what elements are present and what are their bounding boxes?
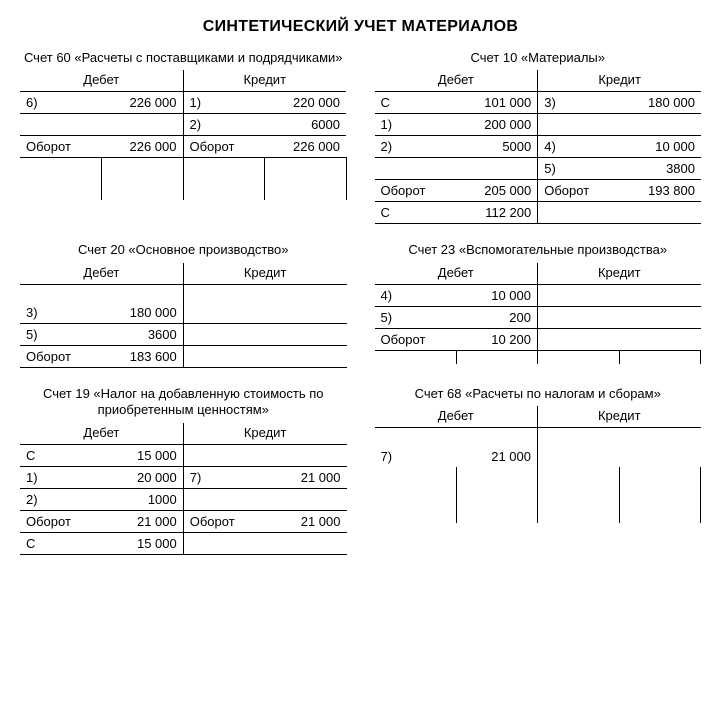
account-20-title: Счет 20 «Основное производство» — [20, 242, 347, 258]
table-row-turnover: Оборот 226 000 Оборот 226 000 — [20, 136, 346, 158]
table-row — [20, 284, 347, 302]
table-row-closing: С 15 000 — [20, 532, 347, 554]
table-row: 3) 180 000 — [20, 302, 347, 324]
debit-header: Дебет — [375, 70, 538, 92]
account-10-table: Дебет Кредит С 101 000 3) 180 000 1) 200… — [375, 70, 702, 224]
table-row-turnover: Оборот 205 000 Оборот 193 800 — [375, 180, 702, 202]
credit-header: Кредит — [538, 70, 701, 92]
table-row: 2) 6000 — [20, 114, 346, 136]
table-row: 1) 200 000 — [375, 114, 702, 136]
debit-header: Дебет — [20, 263, 183, 285]
table-row: С 15 000 — [20, 444, 347, 466]
account-60-title: Счет 60 «Расчеты с поставщиками и подряд… — [20, 50, 347, 66]
account-10-title: Счет 10 «Материалы» — [375, 50, 702, 66]
table-row: 1) 20 000 7) 21 000 — [20, 466, 347, 488]
account-10: Счет 10 «Материалы» Дебет Кредит С 101 0… — [375, 50, 702, 224]
credit-header: Кредит — [538, 406, 701, 428]
debit-header: Дебет — [20, 423, 183, 445]
account-20: Счет 20 «Основное производство» Дебет Кр… — [20, 242, 347, 368]
account-23: Счет 23 «Вспомогательные производства» Д… — [375, 242, 702, 368]
accounts-grid: Счет 60 «Расчеты с поставщиками и подряд… — [20, 50, 701, 555]
table-row: 5) 3600 — [20, 324, 347, 346]
table-row — [375, 428, 701, 446]
table-row-turnover: Оборот 21 000 Оборот 21 000 — [20, 510, 347, 532]
table-row: 2) 1000 — [20, 488, 347, 510]
account-60: Счет 60 «Расчеты с поставщиками и подряд… — [20, 50, 347, 224]
table-row: 7) 21 000 — [375, 446, 701, 467]
account-60-table: Дебет Кредит 6) 226 000 1) 220 000 2) 60… — [20, 70, 347, 200]
account-23-title: Счет 23 «Вспомогательные производства» — [375, 242, 702, 258]
credit-header: Кредит — [183, 70, 346, 92]
credit-header: Кредит — [183, 423, 346, 445]
table-row: 6) 226 000 1) 220 000 — [20, 92, 346, 114]
debit-header: Дебет — [375, 263, 538, 285]
account-68-table: Дебет Кредит 7) 21 000 — [375, 406, 702, 523]
table-row-closing: С 112 200 — [375, 202, 702, 224]
table-row: 5) 3800 — [375, 158, 702, 180]
table-row: С 101 000 3) 180 000 — [375, 92, 702, 114]
account-68-title: Счет 68 «Расчеты по налогам и сборам» — [375, 386, 702, 402]
account-68: Счет 68 «Расчеты по налогам и сборам» Де… — [375, 386, 702, 555]
debit-header: Дебет — [375, 406, 538, 428]
credit-header: Кредит — [538, 263, 701, 285]
account-19-table: Дебет Кредит С 15 000 1) 20 000 7) 21 00… — [20, 423, 347, 555]
table-row-turnover: Оборот 10 200 — [375, 328, 701, 350]
table-row: 2) 5000 4) 10 000 — [375, 136, 702, 158]
table-row-turnover: Оборот 183 600 — [20, 346, 347, 368]
page-title: СИНТЕТИЧЕСКИЙ УЧЕТ МАТЕРИАЛОВ — [20, 18, 701, 36]
table-row: 4) 10 000 — [375, 284, 701, 306]
credit-header: Кредит — [183, 263, 346, 285]
account-19: Счет 19 «Налог на добавленную стоимость … — [20, 386, 347, 555]
account-19-title: Счет 19 «Налог на добавленную стоимость … — [20, 386, 347, 419]
debit-header: Дебет — [20, 70, 183, 92]
account-23-table: Дебет Кредит 4) 10 000 5) 200 Оборот 10 … — [375, 263, 702, 365]
table-row: 5) 200 — [375, 306, 701, 328]
account-20-table: Дебет Кредит 3) 180 000 5) 3600 Оборот 1… — [20, 263, 347, 369]
